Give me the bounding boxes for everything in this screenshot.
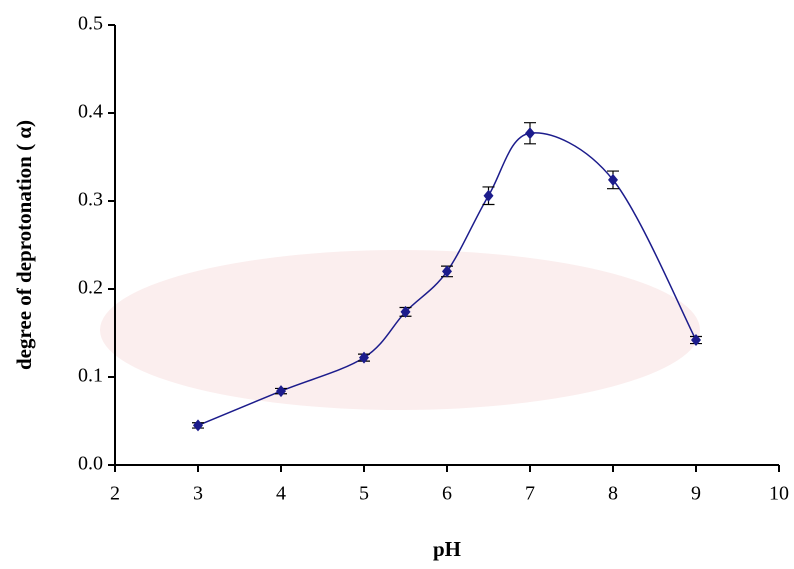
y-tick-label: 0.1 — [78, 365, 103, 387]
marker — [525, 127, 535, 140]
x-tick-label: 5 — [359, 483, 369, 505]
marker — [359, 351, 369, 364]
x-tick-label: 2 — [110, 483, 120, 505]
y-tick-label: 0.0 — [78, 453, 103, 475]
x-tick-label: 8 — [608, 483, 618, 505]
marker — [691, 334, 701, 347]
y-tick-label: 0.3 — [78, 189, 103, 211]
y-tick-label: 0.4 — [78, 101, 103, 123]
x-tick-label: 3 — [193, 483, 203, 505]
marker — [276, 385, 286, 398]
marker — [483, 189, 494, 202]
x-tick-label: 7 — [525, 483, 535, 505]
watermark — [100, 250, 700, 410]
marker — [608, 173, 618, 186]
y-tick-label: 0.5 — [78, 13, 103, 35]
marker — [442, 265, 452, 278]
x-tick-label: 10 — [769, 483, 789, 505]
x-tick-label: 6 — [442, 483, 452, 505]
marker — [400, 305, 411, 318]
x-tick-label: 4 — [276, 483, 286, 505]
x-axis-label: pH — [433, 537, 461, 561]
y-tick-label: 0.2 — [78, 277, 103, 299]
marker — [193, 419, 203, 432]
y-axis-label: degree of deprotonation ( α) — [12, 120, 36, 370]
x-tick-label: 9 — [691, 483, 701, 505]
